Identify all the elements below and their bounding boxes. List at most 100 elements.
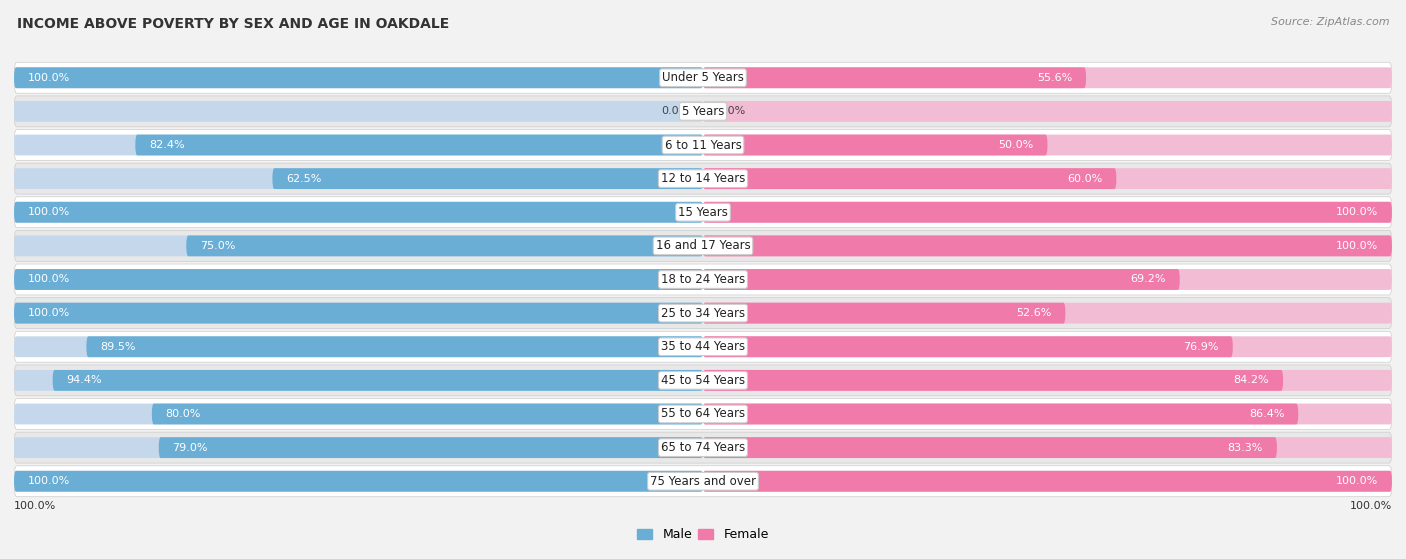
Text: 15 Years: 15 Years — [678, 206, 728, 219]
Text: 65 to 74 Years: 65 to 74 Years — [661, 441, 745, 454]
FancyBboxPatch shape — [14, 96, 1392, 127]
FancyBboxPatch shape — [14, 399, 1392, 429]
FancyBboxPatch shape — [14, 471, 703, 492]
Text: Source: ZipAtlas.com: Source: ZipAtlas.com — [1271, 17, 1389, 27]
Text: 84.2%: 84.2% — [1233, 376, 1270, 385]
FancyBboxPatch shape — [14, 230, 1392, 262]
FancyBboxPatch shape — [703, 471, 1392, 492]
Text: INCOME ABOVE POVERTY BY SEX AND AGE IN OAKDALE: INCOME ABOVE POVERTY BY SEX AND AGE IN O… — [17, 17, 449, 31]
FancyBboxPatch shape — [135, 135, 703, 155]
FancyBboxPatch shape — [703, 404, 1392, 424]
Text: 83.3%: 83.3% — [1227, 443, 1263, 453]
Text: 62.5%: 62.5% — [287, 174, 322, 183]
FancyBboxPatch shape — [703, 437, 1392, 458]
FancyBboxPatch shape — [703, 101, 1392, 122]
Text: 100.0%: 100.0% — [28, 308, 70, 318]
Text: 0.0%: 0.0% — [661, 106, 689, 116]
FancyBboxPatch shape — [14, 101, 703, 122]
Text: 100.0%: 100.0% — [1350, 501, 1392, 511]
FancyBboxPatch shape — [703, 235, 1392, 256]
FancyBboxPatch shape — [14, 404, 703, 424]
FancyBboxPatch shape — [14, 370, 703, 391]
Text: 60.0%: 60.0% — [1067, 174, 1102, 183]
FancyBboxPatch shape — [14, 269, 703, 290]
FancyBboxPatch shape — [14, 163, 1392, 194]
Text: 100.0%: 100.0% — [28, 274, 70, 285]
FancyBboxPatch shape — [14, 297, 1392, 329]
FancyBboxPatch shape — [14, 303, 703, 324]
Text: 35 to 44 Years: 35 to 44 Years — [661, 340, 745, 353]
Text: 100.0%: 100.0% — [1336, 241, 1378, 251]
Text: 55 to 64 Years: 55 to 64 Years — [661, 408, 745, 420]
FancyBboxPatch shape — [14, 202, 703, 222]
FancyBboxPatch shape — [703, 67, 1085, 88]
FancyBboxPatch shape — [52, 370, 703, 391]
FancyBboxPatch shape — [703, 269, 1180, 290]
Text: 100.0%: 100.0% — [28, 476, 70, 486]
FancyBboxPatch shape — [703, 168, 1116, 189]
Text: 76.9%: 76.9% — [1184, 342, 1219, 352]
FancyBboxPatch shape — [14, 130, 1392, 160]
FancyBboxPatch shape — [14, 67, 703, 88]
FancyBboxPatch shape — [14, 197, 1392, 228]
FancyBboxPatch shape — [703, 269, 1392, 290]
Text: 89.5%: 89.5% — [100, 342, 135, 352]
FancyBboxPatch shape — [14, 202, 703, 222]
FancyBboxPatch shape — [14, 365, 1392, 396]
FancyBboxPatch shape — [14, 269, 703, 290]
FancyBboxPatch shape — [703, 303, 1392, 324]
FancyBboxPatch shape — [186, 235, 703, 256]
Text: 100.0%: 100.0% — [28, 207, 70, 217]
Text: 69.2%: 69.2% — [1130, 274, 1166, 285]
Text: 52.6%: 52.6% — [1017, 308, 1052, 318]
FancyBboxPatch shape — [703, 471, 1392, 492]
FancyBboxPatch shape — [703, 202, 1392, 222]
FancyBboxPatch shape — [703, 168, 1392, 189]
Text: Under 5 Years: Under 5 Years — [662, 71, 744, 84]
FancyBboxPatch shape — [86, 337, 703, 357]
FancyBboxPatch shape — [14, 67, 703, 88]
FancyBboxPatch shape — [703, 135, 1047, 155]
Text: 55.6%: 55.6% — [1038, 73, 1073, 83]
FancyBboxPatch shape — [14, 337, 703, 357]
FancyBboxPatch shape — [14, 471, 703, 492]
FancyBboxPatch shape — [14, 62, 1392, 93]
Text: 75.0%: 75.0% — [200, 241, 235, 251]
FancyBboxPatch shape — [703, 235, 1392, 256]
Legend: Male, Female: Male, Female — [633, 523, 773, 546]
Text: 75 Years and over: 75 Years and over — [650, 475, 756, 488]
FancyBboxPatch shape — [14, 235, 703, 256]
FancyBboxPatch shape — [703, 303, 1066, 324]
Text: 86.4%: 86.4% — [1249, 409, 1285, 419]
Text: 5 Years: 5 Years — [682, 105, 724, 118]
Text: 12 to 14 Years: 12 to 14 Years — [661, 172, 745, 185]
Text: 82.4%: 82.4% — [149, 140, 184, 150]
FancyBboxPatch shape — [14, 303, 703, 324]
Text: 25 to 34 Years: 25 to 34 Years — [661, 307, 745, 320]
Text: 50.0%: 50.0% — [998, 140, 1033, 150]
Text: 6 to 11 Years: 6 to 11 Years — [665, 139, 741, 151]
Text: 45 to 54 Years: 45 to 54 Years — [661, 374, 745, 387]
Text: 100.0%: 100.0% — [28, 73, 70, 83]
FancyBboxPatch shape — [703, 404, 1298, 424]
FancyBboxPatch shape — [14, 331, 1392, 362]
Text: 94.4%: 94.4% — [66, 376, 103, 385]
FancyBboxPatch shape — [703, 202, 1392, 222]
FancyBboxPatch shape — [703, 67, 1392, 88]
FancyBboxPatch shape — [14, 135, 703, 155]
FancyBboxPatch shape — [14, 437, 703, 458]
FancyBboxPatch shape — [703, 437, 1277, 458]
Text: 100.0%: 100.0% — [1336, 476, 1378, 486]
Text: 79.0%: 79.0% — [173, 443, 208, 453]
FancyBboxPatch shape — [703, 337, 1233, 357]
Text: 80.0%: 80.0% — [166, 409, 201, 419]
Text: 16 and 17 Years: 16 and 17 Years — [655, 239, 751, 252]
Text: 0.0%: 0.0% — [717, 106, 745, 116]
FancyBboxPatch shape — [703, 370, 1284, 391]
FancyBboxPatch shape — [14, 466, 1392, 497]
FancyBboxPatch shape — [703, 135, 1392, 155]
Text: 18 to 24 Years: 18 to 24 Years — [661, 273, 745, 286]
FancyBboxPatch shape — [152, 404, 703, 424]
FancyBboxPatch shape — [14, 432, 1392, 463]
FancyBboxPatch shape — [14, 168, 703, 189]
